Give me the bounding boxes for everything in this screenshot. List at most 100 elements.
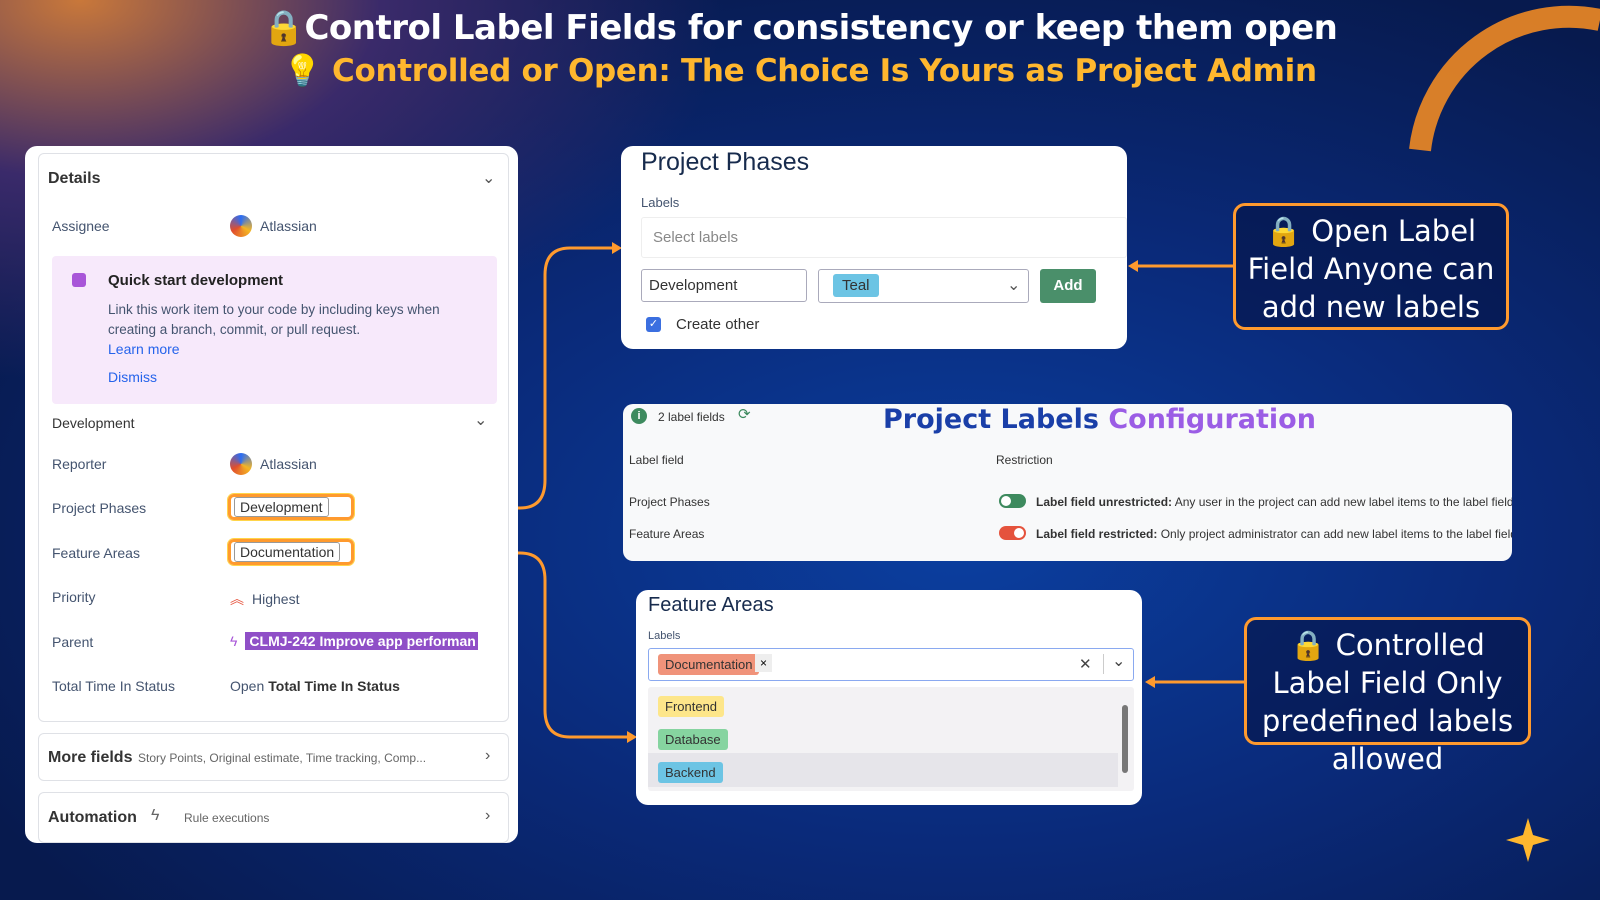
priority-value[interactable]: ︽ Highest [230,589,299,609]
label-field-count: 2 label fields [658,410,725,424]
config-title-a: Project Labels [883,404,1099,435]
lightbulb-icon: 💡 [283,53,333,89]
page-subtitle: 💡 Controlled or Open: The Choice Is Your… [283,53,1317,89]
row-field-name: Project Phases [629,495,710,509]
more-fields-panel[interactable]: More fields Story Points, Original estim… [38,733,509,781]
dismiss-link[interactable]: Dismiss [108,369,157,385]
add-button[interactable]: Add [1040,269,1096,303]
page-title: 🔒Control Label Fields for consistency or… [262,8,1338,48]
more-fields-title: More fields [48,749,133,766]
time-in-status-value[interactable]: Open Total Time In Status [230,678,400,694]
labels-multiselect[interactable]: Documentation × ✕ ⌄ [648,648,1134,681]
chevron-down-icon[interactable]: ⌄ [474,412,488,429]
project-phases-label: Project Phases [52,500,147,516]
open-label-callout: 🔒 Open Label Field Anyone can add new la… [1233,203,1509,330]
labels-config-card: i 2 label fields ⟳ Project Labels Config… [623,404,1512,561]
controlled-label-callout: 🔒 Controlled Label Field Only predefined… [1244,617,1531,776]
development-section[interactable]: Development [52,415,135,431]
callout-text: Controlled Label Field Only predefined l… [1261,628,1514,776]
restriction-status: Label field unrestricted: [1036,495,1173,509]
card-title: Feature Areas [648,594,774,616]
chevron-right-icon: › [485,807,491,824]
option-label: Frontend [658,696,725,717]
priority-highest-icon: ︽ [230,591,244,607]
priority-label: Priority [52,589,96,605]
remove-tag-icon[interactable]: × [755,654,773,672]
automation-panel[interactable]: Automation ϟ Rule executions › [38,792,509,843]
scrollbar[interactable] [1122,705,1128,773]
assignee-value[interactable]: Atlassian [230,215,317,237]
refresh-icon[interactable]: ⟳ [738,406,751,423]
label-tag: Documentation [234,542,341,562]
option-item[interactable]: Database [648,720,1118,753]
quickstart-icon [72,273,86,287]
config-title: Project Labels Configuration [883,404,1316,435]
clear-icon[interactable]: ✕ [1079,656,1092,673]
avatar [230,215,252,237]
time-value: Total Time In Status [268,678,400,694]
project-phases-field[interactable]: Development [228,494,354,520]
chevron-down-icon[interactable]: ⌄ [482,170,496,187]
lightning-icon: ϟ [151,807,160,824]
quickstart-text: Link this work item to your code by incl… [108,302,440,337]
learn-more-link[interactable]: Learn more [108,341,180,357]
parent-value[interactable]: ϟ CLMJ-242 Improve app performan [230,632,479,650]
info-icon: i [631,408,647,424]
color-value: Teal [833,274,879,297]
labels-label: Labels [648,630,681,642]
quickstart-title: Quick start development [108,272,284,289]
option-item[interactable]: Backend [648,753,1118,787]
chevron-down-icon[interactable]: ⌄ [1112,653,1126,670]
restriction-text: Any user in the project can add new labe… [1174,495,1512,509]
restriction-text: Only project administrator can add new l… [1160,527,1512,541]
epic-icon: ϟ [230,633,238,649]
more-fields-desc: Story Points, Original estimate, Time tr… [138,751,427,765]
restriction-status: Label field restricted: [1036,527,1158,541]
quickstart-box: Quick start development Link this work i… [52,256,497,404]
details-panel [38,153,509,722]
option-label: Backend [658,762,723,783]
avatar [230,453,252,475]
automation-title: Automation [48,809,137,826]
lock-icon: 🔒 [262,8,305,48]
restriction-description: Label field restricted: Only project adm… [1036,527,1512,541]
callout-text: Open Label Field Anyone can add new labe… [1247,214,1495,324]
column-header-restriction: Restriction [996,453,1053,467]
feature-areas-card: Feature Areas Labels Documentation × ✕ ⌄… [636,590,1142,805]
selected-label-tag: Documentation [658,654,760,675]
automation-desc: Rule executions [184,811,270,825]
reporter-name: Atlassian [260,456,317,472]
restriction-toggle-off[interactable] [999,494,1026,508]
label-name-input[interactable]: Development [641,269,807,302]
card-title: Project Phases [641,148,810,176]
select-labels-input[interactable]: Select labels [641,217,1127,258]
feature-areas-field[interactable]: Documentation [228,539,354,565]
label-tag: Development [234,497,329,517]
config-title-b: Configuration [1108,404,1316,435]
reporter-value[interactable]: Atlassian [230,453,317,475]
restriction-description: Label field unrestricted: Any user in th… [1036,495,1512,509]
assignee-name: Atlassian [260,218,317,234]
chevron-right-icon: › [485,747,491,764]
time-in-status-label: Total Time In Status [52,678,175,694]
priority-text: Highest [252,591,300,607]
create-other-checkbox[interactable]: ✓ [646,317,661,332]
chevron-down-icon: ⌄ [1007,277,1021,294]
parent-tag: CLMJ-242 Improve app performan [245,632,479,650]
assignee-label: Assignee [52,218,110,234]
time-open: Open [230,678,265,694]
color-select[interactable]: Teal ⌄ [818,269,1029,303]
lock-icon: 🔒 [1265,214,1302,248]
details-header[interactable]: Details [48,170,101,187]
divider [1103,654,1104,674]
restriction-toggle-on[interactable] [999,526,1026,540]
options-dropdown: Frontend Database Backend [648,687,1134,791]
feature-areas-label: Feature Areas [52,545,140,561]
reporter-label: Reporter [52,456,107,472]
create-other-label: Create other [676,316,760,333]
column-header-field: Label field [629,453,684,467]
option-item[interactable]: Frontend [648,687,1118,720]
project-phases-card: Project Phases Labels Select labels Deve… [621,146,1127,349]
parent-label: Parent [52,634,94,650]
